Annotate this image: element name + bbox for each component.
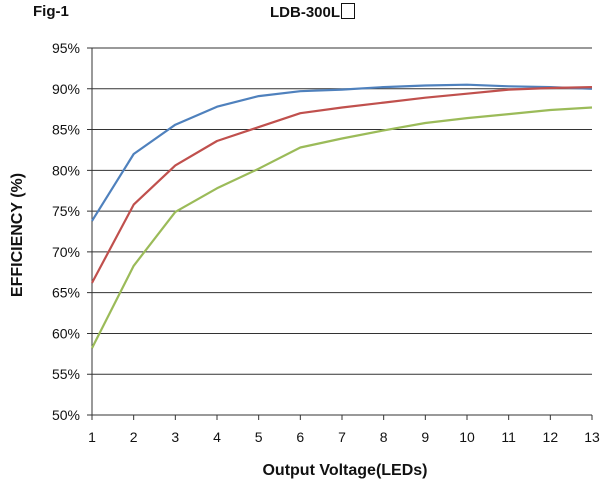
x-tick-label: 10 [459,429,475,445]
y-tick-label: 65% [52,285,80,301]
x-tick-label: 6 [296,429,304,445]
series-line-1 [91,83,593,222]
x-tick-label: 8 [380,429,388,445]
x-tick-label: 12 [543,429,559,445]
figure-label: Fig-1 [33,3,69,20]
y-tick-label: 85% [52,122,80,138]
model-suffix-box [341,3,356,19]
x-tick-label: 5 [255,429,263,445]
x-axis-label: Output Voltage(LEDs) [262,462,428,479]
x-tick-label: 13 [584,429,600,445]
x-tick-label: 11 [501,429,516,445]
series-line-3 [91,106,593,349]
x-tick-label: 2 [130,429,138,445]
chart-title-text: LDB-300L [270,4,341,21]
series-line-2 [91,86,593,284]
y-tick-label: 50% [52,407,80,423]
chart-title: LDB-300L [270,3,356,21]
x-tick-label: 7 [338,429,346,445]
y-tick-label: 70% [52,244,80,260]
y-axis-label: EFFICIENCY (%) [9,172,26,298]
y-tick-label: 80% [52,162,80,178]
y-tick-label: 75% [52,203,80,219]
y-tick-label: 95% [52,40,80,56]
y-tick-label: 60% [52,325,80,341]
y-tick-label: 90% [52,81,80,97]
x-tick-label: 9 [421,429,429,445]
x-tick-label: 1 [88,429,96,445]
y-tick-label: 55% [52,366,80,382]
x-tick-label: 4 [213,429,221,445]
x-tick-label: 3 [171,429,179,445]
